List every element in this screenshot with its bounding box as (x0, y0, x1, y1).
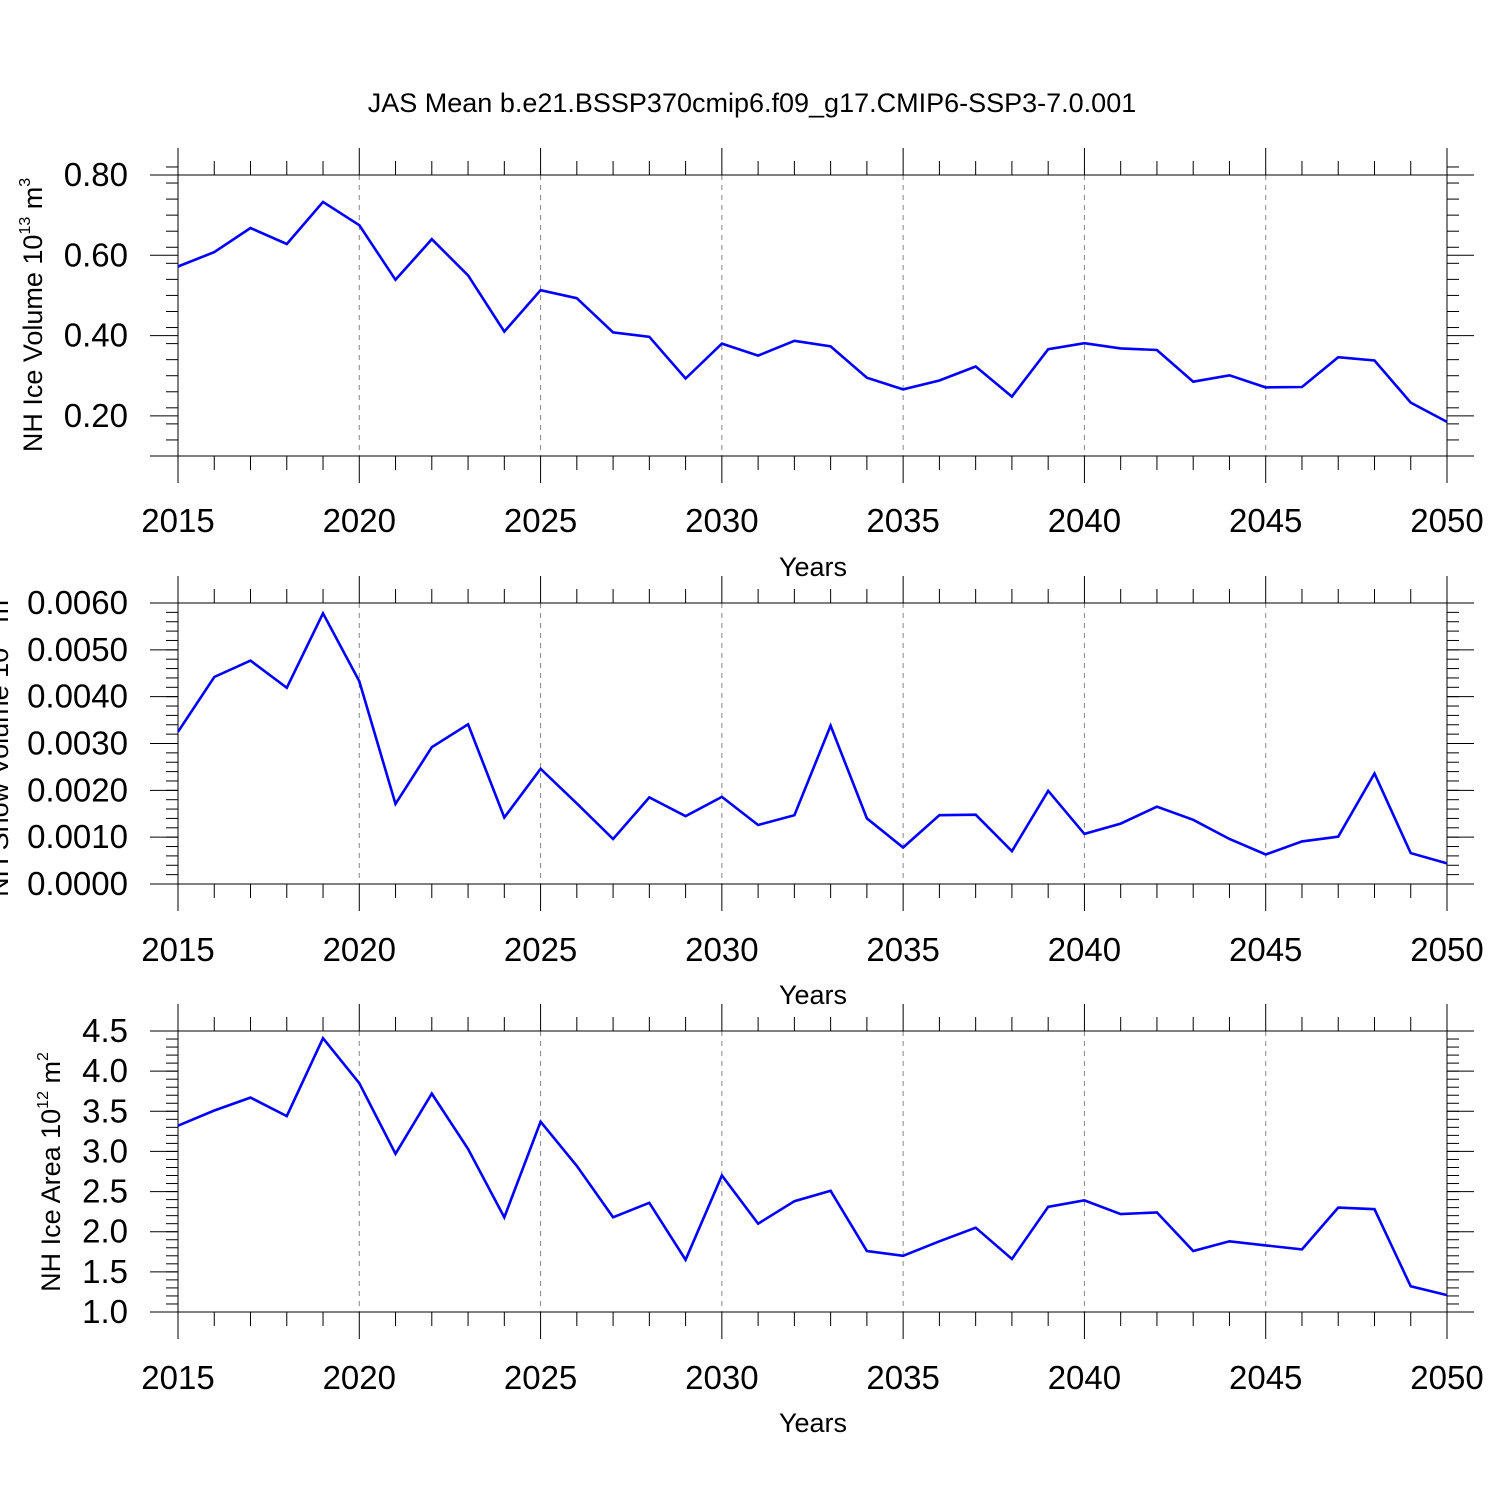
x-tick-label: 2025 (504, 1359, 577, 1396)
y-tick-label: 0.40 (64, 317, 128, 354)
y-axis-title: NH Ice Area 1012 m2 (35, 1052, 66, 1292)
x-tick-label: 2035 (866, 1359, 939, 1396)
y-axis-title: NH Snow Volume 1013 m3 (0, 591, 14, 897)
y-tick-label: 1.5 (82, 1253, 128, 1290)
x-tick-label: 2020 (323, 1359, 396, 1396)
series-line-ice-area (177, 1035, 1448, 1297)
y-tick-label: 4.0 (82, 1052, 128, 1089)
x-tick-label: 2025 (504, 931, 577, 968)
y-tick-label: 3.0 (82, 1132, 128, 1169)
x-tick-label: 2045 (1229, 502, 1302, 539)
y-tick-label: 0.0010 (27, 818, 128, 855)
x-axis-title: Years (779, 552, 847, 582)
x-tick-label: 2040 (1048, 1359, 1121, 1396)
x-tick-label: 2015 (141, 931, 214, 968)
x-tick-label: 2035 (866, 931, 939, 968)
chart-panel-ice-volume: 0.20 0.40 0.60 0.80 2015 2020 2025 2030 2035 2040… (17, 148, 1484, 582)
y-tick-label: 0.0060 (27, 584, 128, 621)
x-tick-label: 2030 (685, 931, 758, 968)
x-axis-title: Years (779, 1408, 847, 1438)
x-tick-label: 2030 (685, 1359, 758, 1396)
x-tick-label: 2035 (866, 502, 939, 539)
y-tick-label: 0.0020 (27, 771, 128, 808)
series-line-snow-volume (176, 610, 1448, 865)
y-tick-label: 0.0040 (27, 678, 128, 715)
y-tick-label: 2.0 (82, 1213, 128, 1250)
x-tick-label: 2040 (1048, 502, 1121, 539)
y-tick-label: 0.0000 (27, 865, 128, 902)
y-axis-title: NH Ice Volume 1013 m3 (17, 178, 48, 452)
x-tick-label: 2045 (1229, 1359, 1302, 1396)
y-tick-label: 0.80 (64, 156, 128, 193)
x-tick-label: 2050 (1410, 502, 1483, 539)
x-tick-label: 2050 (1410, 1359, 1483, 1396)
y-tick-label: 4.5 (82, 1012, 128, 1049)
y-tick-label: 3.5 (82, 1092, 128, 1129)
x-tick-label: 2025 (504, 502, 577, 539)
x-tick-label: 2020 (323, 931, 396, 968)
y-tick-label: 0.0050 (27, 631, 128, 668)
x-axis-title: Years (779, 980, 847, 1010)
chart-title: JAS Mean b.e21.BSSP370cmip6.f09_g17.CMIP… (368, 88, 1136, 118)
y-tick-label: 2.5 (82, 1173, 128, 1210)
chart-panel-snow-volume: 0.0000 0.0010 0.0020 0.0030 0.0040 0.0050 0.00… (0, 576, 1484, 1010)
x-tick-label: 2015 (141, 1359, 214, 1396)
x-tick-label: 2050 (1410, 931, 1483, 968)
y-tick-label: 1.0 (82, 1293, 128, 1330)
y-tick-label: 0.0030 (27, 725, 128, 762)
series-line-ice-volume (177, 200, 1448, 424)
x-tick-label: 2045 (1229, 931, 1302, 968)
x-tick-label: 2040 (1048, 931, 1121, 968)
y-tick-label: 0.20 (64, 397, 128, 434)
x-tick-label: 2030 (685, 502, 758, 539)
x-tick-label: 2020 (323, 502, 396, 539)
chart-panel-ice-area: 1.01.52.02.5 3.03.54.04.5 2015 2020 2025 2030… (35, 1004, 1484, 1438)
x-tick-label: 2015 (141, 502, 214, 539)
y-tick-label: 0.60 (64, 236, 128, 273)
